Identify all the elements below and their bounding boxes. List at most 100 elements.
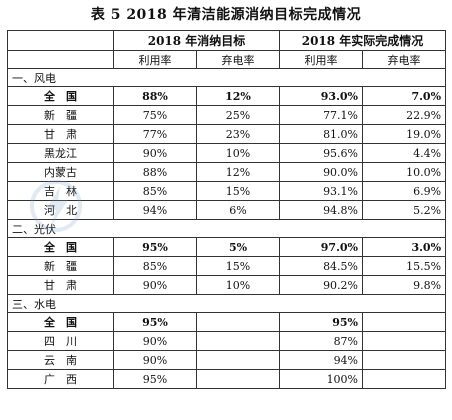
table-row: 云 南 90% 94%: [7, 350, 447, 370]
region-name: 新 疆: [7, 256, 114, 276]
target-util: 75%: [113, 105, 197, 125]
region-name: 新 疆: [7, 105, 114, 125]
actual-util: 93.0%: [279, 86, 364, 106]
header-actual-curt: 弃电率: [362, 50, 447, 69]
target-util: 90%: [113, 143, 197, 163]
actual-curt: 19.0%: [362, 124, 447, 144]
region-name: 河 北: [7, 200, 114, 220]
header-row-groups: 2018 年消纳目标 2018 年实际完成情况: [7, 30, 447, 51]
target-curt: 23%: [195, 124, 281, 144]
table-row: 全 国 88% 12% 93.0% 7.0%: [7, 86, 447, 106]
header-blank: [7, 30, 114, 51]
actual-curt: [362, 331, 447, 351]
actual-curt: 4.4%: [362, 143, 447, 163]
target-curt: [195, 369, 281, 389]
table-body: 2018 年消纳目标 2018 年实际完成情况 利用率 弃电率 利用率 弃电率 …: [6, 30, 447, 389]
table-row: 吉 林 85% 15% 93.1% 6.9%: [7, 181, 447, 201]
header-actual-group: 2018 年实际完成情况: [279, 30, 447, 51]
header-blank-2: [7, 50, 114, 69]
section-row-hydro: 三、水电: [6, 294, 447, 313]
table-row: 河 北 94% 6% 94.8% 5.2%: [7, 200, 447, 220]
target-curt: [195, 331, 281, 351]
table-title: 表 5 2018 年清洁能源消纳目标完成情况: [90, 7, 362, 23]
section-row-wind: 一、风电: [6, 68, 447, 87]
actual-util: 100%: [279, 369, 364, 389]
actual-curt: [362, 350, 447, 370]
actual-util: 93.1%: [279, 181, 364, 201]
section-row-solar: 二、光伏: [6, 219, 447, 238]
actual-util: 87%: [279, 331, 364, 351]
target-curt: 15%: [195, 181, 281, 201]
region-name: 内蒙古: [7, 162, 114, 182]
actual-curt: 7.0%: [362, 86, 447, 106]
target-curt: 5%: [195, 237, 281, 257]
actual-curt: 10.0%: [362, 162, 447, 182]
header-target-util: 利用率: [113, 50, 197, 69]
region-name: 四 川: [7, 331, 114, 351]
table-row: 新 疆 85% 15% 84.5% 15.5%: [7, 256, 447, 276]
actual-util: 97.0%: [279, 237, 364, 257]
target-curt: 15%: [195, 256, 281, 276]
target-curt: 25%: [195, 105, 281, 125]
section-label: 一、风电: [6, 68, 447, 87]
target-util: 88%: [113, 86, 197, 106]
table-row: 全 国 95% 5% 97.0% 3.0%: [7, 237, 447, 257]
target-util: 95%: [113, 369, 197, 389]
target-util: 90%: [113, 331, 197, 351]
region-name: 云 南: [7, 350, 114, 370]
actual-curt: 5.2%: [362, 200, 447, 220]
actual-curt: 22.9%: [362, 105, 447, 125]
target-curt: 10%: [195, 275, 281, 295]
region-name: 黑龙江: [7, 143, 114, 163]
actual-curt: [362, 312, 447, 332]
region-name: 全 国: [7, 86, 114, 106]
actual-util: 77.1%: [279, 105, 364, 125]
target-curt: 12%: [195, 86, 281, 106]
actual-util: 95.6%: [279, 143, 364, 163]
actual-util: 90.2%: [279, 275, 364, 295]
header-target-curt: 弃电率: [195, 50, 281, 69]
actual-curt: 9.8%: [362, 275, 447, 295]
table-row: 广 西 95% 100%: [7, 369, 447, 389]
actual-util: 90.0%: [279, 162, 364, 182]
target-curt: 12%: [195, 162, 281, 182]
actual-curt: 3.0%: [362, 237, 447, 257]
region-name: 全 国: [7, 312, 114, 332]
table-row: 全 国 95% 95%: [7, 312, 447, 332]
target-curt: 6%: [195, 200, 281, 220]
actual-curt: 6.9%: [362, 181, 447, 201]
target-util: 85%: [113, 181, 197, 201]
region-name: 广 西: [7, 369, 114, 389]
region-name: 全 国: [7, 237, 114, 257]
table-row: 甘 肃 77% 23% 81.0% 19.0%: [7, 124, 447, 144]
actual-util: 94.8%: [279, 200, 364, 220]
section-label: 二、光伏: [6, 219, 447, 238]
section-label: 三、水电: [6, 294, 447, 313]
target-curt: [195, 312, 281, 332]
target-util: 90%: [113, 350, 197, 370]
actual-curt: 15.5%: [362, 256, 447, 276]
header-row-columns: 利用率 弃电率 利用率 弃电率: [7, 50, 447, 69]
header-target-group: 2018 年消纳目标: [112, 30, 281, 51]
region-name: 甘 肃: [7, 275, 114, 295]
target-curt: 10%: [195, 143, 281, 163]
target-util: 90%: [113, 275, 197, 295]
region-name: 吉 林: [7, 181, 114, 201]
target-util: 95%: [113, 312, 197, 332]
actual-util: 81.0%: [279, 124, 364, 144]
target-util: 77%: [113, 124, 197, 144]
actual-util: 94%: [279, 350, 364, 370]
target-curt: [195, 350, 281, 370]
header-actual-util: 利用率: [279, 50, 364, 69]
target-util: 88%: [113, 162, 197, 182]
region-name: 甘 肃: [7, 124, 114, 144]
energy-table: 2018 年消纳目标 2018 年实际完成情况 利用率 弃电率 利用率 弃电率 …: [6, 30, 447, 389]
target-util: 95%: [113, 237, 197, 257]
table-row: 内蒙古 88% 12% 90.0% 10.0%: [7, 162, 447, 182]
target-util: 85%: [113, 256, 197, 276]
table-row: 四 川 90% 87%: [7, 331, 447, 351]
table-row: 新 疆 75% 25% 77.1% 22.9%: [7, 105, 447, 125]
target-util: 94%: [113, 200, 197, 220]
actual-util: 95%: [279, 312, 364, 332]
table-row: 甘 肃 90% 10% 90.2% 9.8%: [7, 275, 447, 295]
